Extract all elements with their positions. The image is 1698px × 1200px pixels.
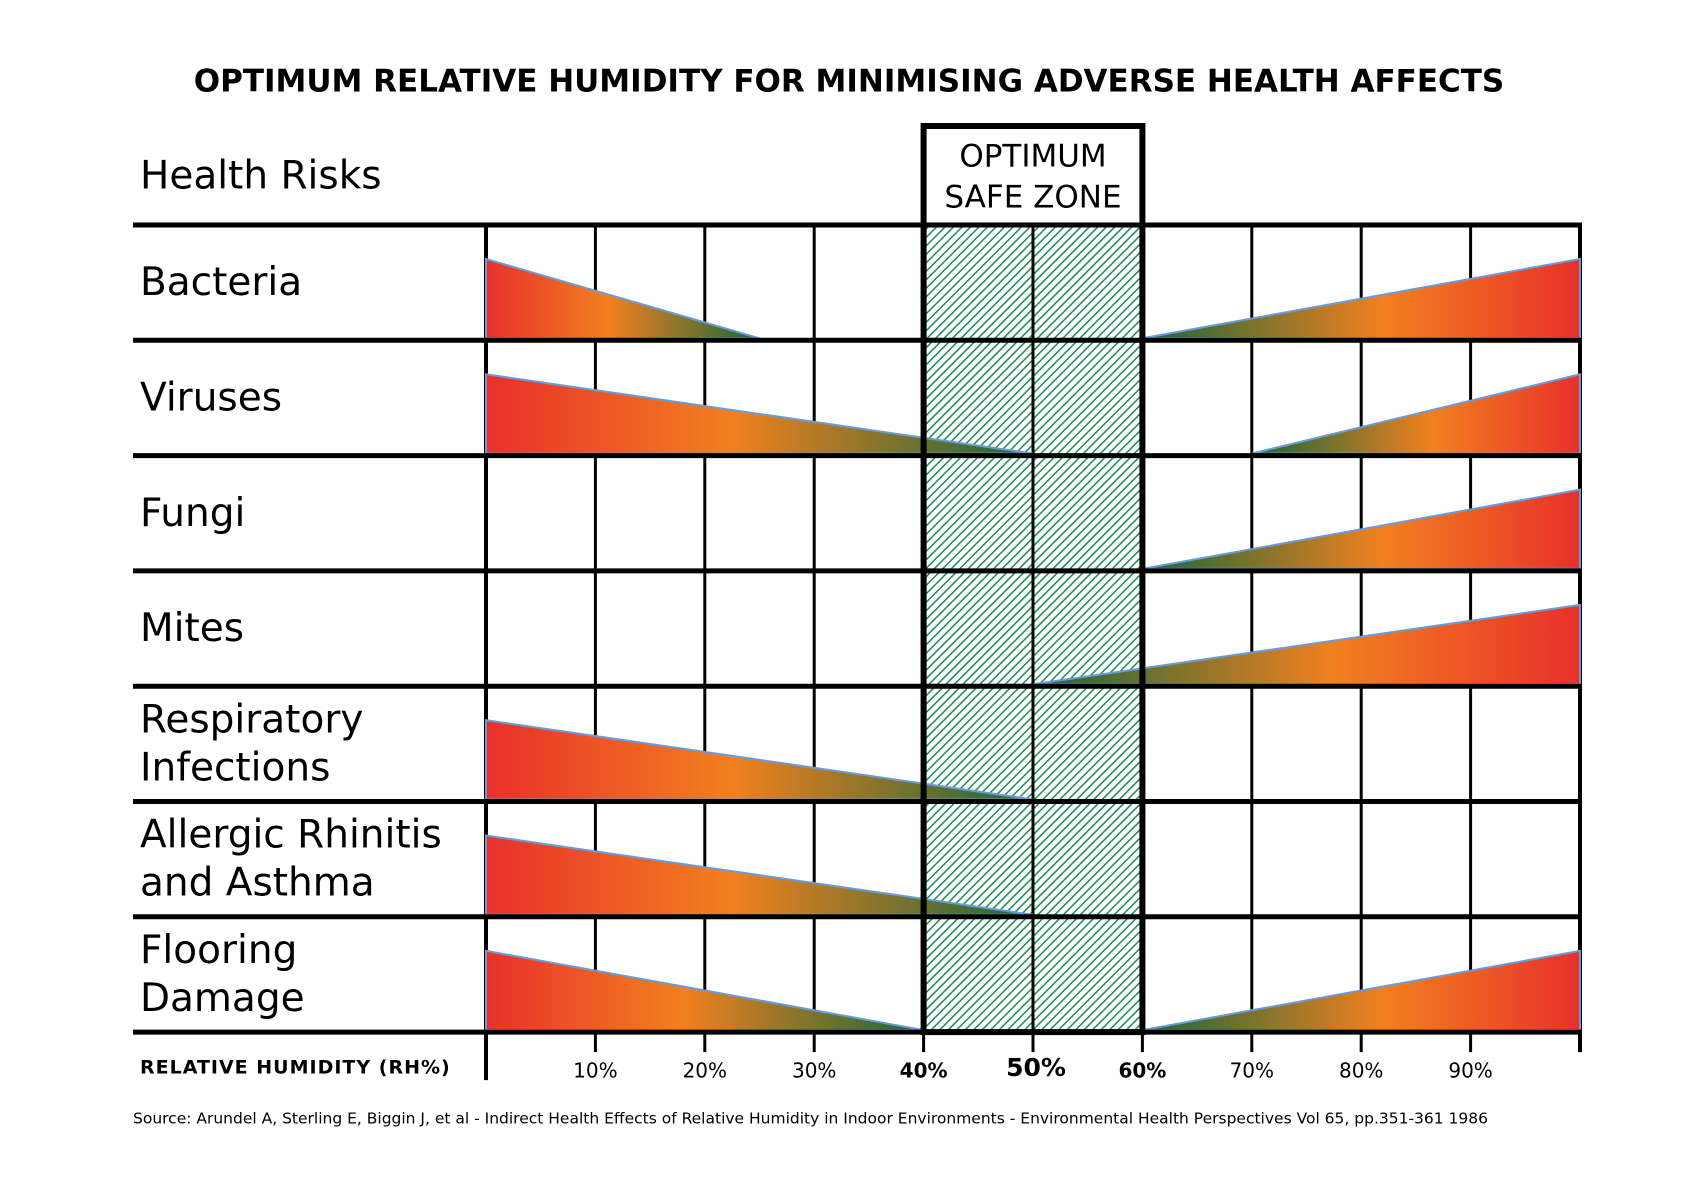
row-label: and Asthma xyxy=(140,861,375,906)
chart-title: OPTIMUM RELATIVE HUMIDITY FOR MINIMISING… xyxy=(194,64,1505,100)
x-tick-label: 50% xyxy=(1006,1053,1066,1082)
row-label: Fungi xyxy=(140,491,245,536)
source-note: Source: Arundel A, Sterling E, Biggin J,… xyxy=(133,1110,1488,1128)
row-label: Allergic Rhinitis xyxy=(140,813,442,858)
x-tick-label: 10% xyxy=(573,1059,617,1083)
x-tick-label: 30% xyxy=(792,1059,836,1083)
zone-frame xyxy=(920,123,1146,1036)
row-header: Health Risks xyxy=(140,154,382,199)
x-tick-label: 70% xyxy=(1230,1059,1274,1083)
x-tick-label: 60% xyxy=(1118,1059,1166,1083)
x-tick-label: 40% xyxy=(900,1059,948,1083)
row-label: Flooring xyxy=(140,928,297,973)
row-label: Mites xyxy=(140,606,244,651)
x-tick-label: 80% xyxy=(1339,1059,1383,1083)
row-label: Bacteria xyxy=(140,260,302,305)
x-tick-label: 90% xyxy=(1448,1059,1492,1083)
zone-label: OPTIMUM xyxy=(959,139,1106,175)
row-label: Viruses xyxy=(140,375,282,420)
row-label: Damage xyxy=(140,976,305,1021)
x-tick-label: 20% xyxy=(683,1059,727,1083)
row-label: Respiratory xyxy=(140,697,363,742)
risk-wedge xyxy=(1251,373,1581,455)
row-label: Infections xyxy=(140,745,330,790)
zone-label: SAFE ZONE xyxy=(944,180,1121,216)
risk-wedge xyxy=(485,257,760,340)
x-axis-label: RELATIVE HUMIDITY (RH%) xyxy=(140,1057,451,1079)
